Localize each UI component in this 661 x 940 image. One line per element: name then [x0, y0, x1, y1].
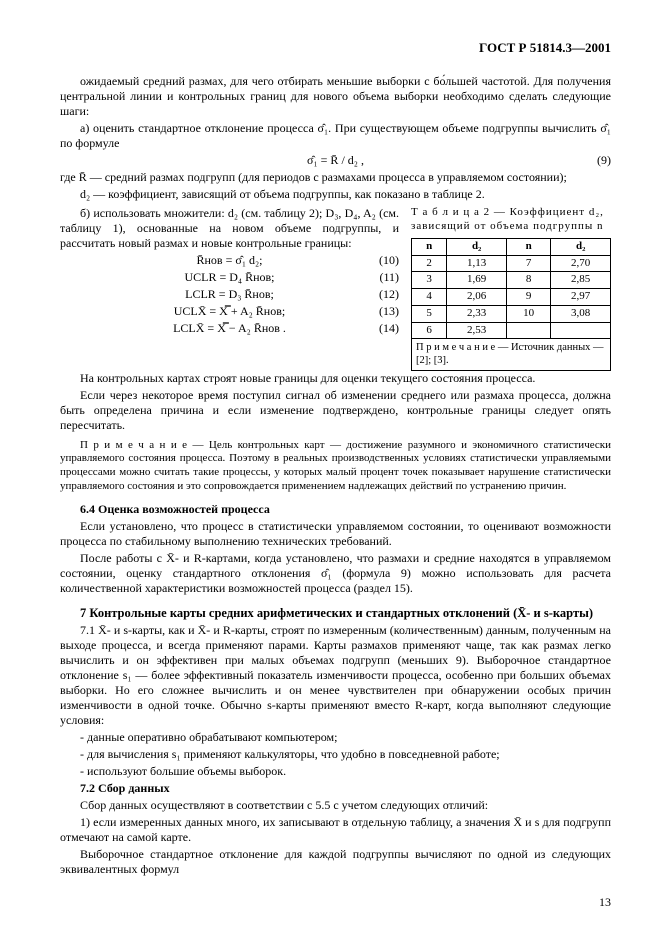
table-cell: 2,70	[551, 255, 611, 272]
bullet-2: - для вычисления s₁ применяют калькулято…	[60, 747, 611, 762]
paragraph-intro: ожидаемый средний размах, для чего отбир…	[60, 74, 611, 119]
table-row: 42,0692,97	[412, 289, 611, 306]
doc-header: ГОСТ Р 51814.3—2001	[60, 40, 611, 56]
table-cell: 2,53	[447, 322, 507, 339]
table-cell: 2	[412, 255, 447, 272]
eq9-formula: σ̂₁ = R̄ / d₂ ,	[307, 153, 364, 168]
table-cell: 9	[506, 289, 550, 306]
table-cell: 6	[412, 322, 447, 339]
eq11-formula: UCLR = D₄ R̄нов;	[184, 270, 274, 285]
bullet-1: - данные оперативно обрабатывают компьют…	[60, 730, 611, 745]
th-d2: d₂	[551, 238, 611, 255]
table-cell	[506, 322, 550, 339]
section-6-4-p1: Если установлено, что процесс в статисти…	[60, 519, 611, 549]
table-cell: 10	[506, 305, 550, 322]
bullet-3: - используют большие объемы выборок.	[60, 764, 611, 779]
table-cell: 2,85	[551, 272, 611, 289]
table-cell: 8	[506, 272, 550, 289]
item-a: а) оценить стандартное отклонение процес…	[60, 121, 611, 151]
eq9-number: (9)	[597, 153, 611, 168]
eq13-number: (13)	[379, 304, 399, 319]
section-7-2-p1: Сбор данных осуществляют в соответствии …	[60, 798, 611, 813]
table-row: 52,33103,08	[412, 305, 611, 322]
eq13-formula: UCLX̄ = X̿ + A₂ R̄нов;	[174, 304, 285, 319]
note-1: П р и м е ч а н и е — Цель контрольных к…	[60, 439, 611, 494]
table-cell	[551, 322, 611, 339]
table-row: 21,1372,70	[412, 255, 611, 272]
eq14-number: (14)	[379, 321, 399, 336]
table-cell: 1,13	[447, 255, 507, 272]
table-cell: 2,97	[551, 289, 611, 306]
equation-12: LCLR = D₃ R̄нов; (12)	[60, 287, 399, 302]
eq10-formula: R̄нов = σ̂₁ d₂;	[196, 253, 262, 268]
where-1: где R̄ — средний размах подгрупп (для пе…	[60, 170, 611, 185]
eq10-number: (10)	[379, 253, 399, 268]
eq12-formula: LCLR = D₃ R̄нов;	[185, 287, 274, 302]
table-cell: 5	[412, 305, 447, 322]
th-n1: n	[412, 238, 447, 255]
table2: n d₂ n d₂ 21,1372,7031,6982,8542,0692,97…	[411, 238, 611, 371]
table-cell: 1,69	[447, 272, 507, 289]
para-after-1: На контрольных картах строят новые грани…	[60, 371, 611, 386]
table-cell: 7	[506, 255, 550, 272]
item-b: б) использовать множители: d₂ (см. табли…	[60, 206, 399, 251]
page-number: 13	[60, 895, 611, 910]
table-cell: 2,33	[447, 305, 507, 322]
th-d1: d₂	[447, 238, 507, 255]
table-row: 62,53	[412, 322, 611, 339]
table-row: 31,6982,85	[412, 272, 611, 289]
table-row: n d₂ n d₂	[412, 238, 611, 255]
table-cell: 3	[412, 272, 447, 289]
table2-caption: Т а б л и ц а 2 — Коэффициент d₂, завися…	[411, 206, 611, 234]
section-6-4-p2: После работы с X̄- и R-картами, когда ус…	[60, 551, 611, 596]
section-7-2-p3: Выборочное стандартное отклонение для ка…	[60, 847, 611, 877]
section-7-head: 7 Контрольные карты средних арифметическ…	[60, 606, 611, 622]
section-6-4-head: 6.4 Оценка возможностей процесса	[60, 502, 611, 517]
section-7-2-p2: 1) если измеренных данных много, их запи…	[60, 815, 611, 845]
eq12-number: (12)	[379, 287, 399, 302]
eq14-formula: LCLX̄ = X̿ − A₂ R̄нов .	[173, 321, 286, 336]
table-cell: 4	[412, 289, 447, 306]
para-after-2: Если через некоторое время поступил сигн…	[60, 388, 611, 433]
table2-footnote: П р и м е ч а н и е — Источник данных — …	[412, 339, 611, 370]
equation-13: UCLX̄ = X̿ + A₂ R̄нов; (13)	[60, 304, 399, 319]
section-7-2-head: 7.2 Сбор данных	[60, 781, 611, 796]
equation-14: LCLX̄ = X̿ − A₂ R̄нов . (14)	[60, 321, 399, 336]
eq11-number: (11)	[379, 270, 399, 285]
table-cell: 2,06	[447, 289, 507, 306]
equation-9: σ̂₁ = R̄ / d₂ , (9)	[60, 153, 611, 168]
table-cell: 3,08	[551, 305, 611, 322]
th-n2: n	[506, 238, 550, 255]
section-7-1-p: 7.1 X̄- и s-карты, как и X̄- и R-карты, …	[60, 623, 611, 728]
equation-10: R̄нов = σ̂₁ d₂; (10)	[60, 253, 399, 268]
where-2: d₂ — коэффициент, зависящий от объема по…	[60, 187, 611, 202]
equation-11: UCLR = D₄ R̄нов; (11)	[60, 270, 399, 285]
